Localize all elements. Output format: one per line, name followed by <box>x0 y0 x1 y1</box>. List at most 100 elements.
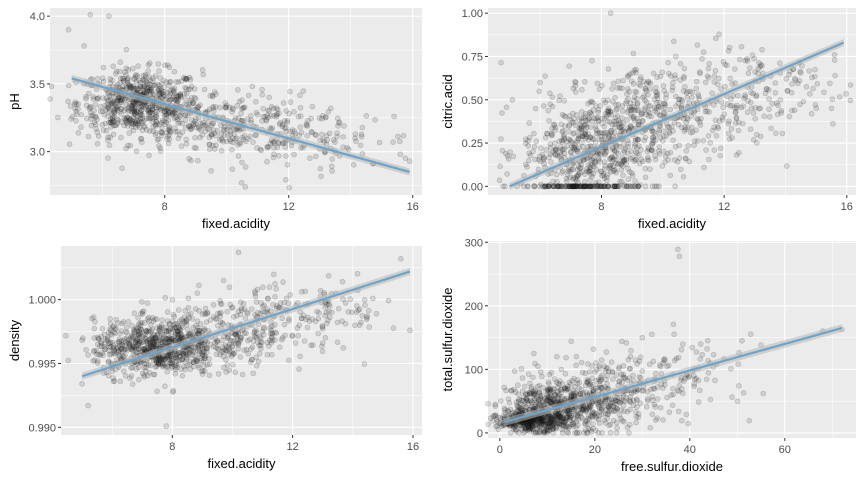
scatter-point <box>280 100 287 106</box>
scatter-point <box>118 99 125 106</box>
scatter-point <box>521 383 528 390</box>
scatter-point <box>537 79 543 86</box>
scatter-point <box>196 126 202 132</box>
scatter-point <box>325 273 332 279</box>
scatter-point <box>155 81 161 88</box>
scatter-point <box>99 122 106 128</box>
scatter-point <box>139 311 146 317</box>
scatter-point <box>116 108 123 115</box>
scatter-point <box>188 95 195 101</box>
scatter-point <box>128 346 135 353</box>
scatter-point <box>642 183 649 190</box>
scatter-point <box>127 82 133 88</box>
scatter-point <box>99 75 106 81</box>
scatter-point <box>195 157 201 164</box>
scatter-point <box>206 141 213 148</box>
scatter-point <box>256 333 263 340</box>
scatter-point <box>328 105 334 112</box>
scatter-point <box>651 96 658 103</box>
scatter-point <box>265 107 271 113</box>
scatter-point <box>601 159 608 165</box>
scatter-point <box>103 127 110 134</box>
scatter-point <box>797 68 803 75</box>
scatter-point <box>123 324 130 331</box>
scatter-point <box>736 383 742 389</box>
scatter-point <box>163 129 170 136</box>
scatter-point <box>229 109 235 115</box>
scatter-point <box>639 368 646 374</box>
scatter-point <box>215 345 221 352</box>
scatter-point <box>171 125 178 131</box>
scatter-point <box>631 158 638 164</box>
y-tick-label: 3.0 <box>30 147 45 159</box>
scatter-point <box>153 123 159 129</box>
scatter-point <box>657 363 664 370</box>
scatter-point <box>636 81 642 87</box>
scatter-point <box>613 430 620 436</box>
scatter-point <box>68 116 74 122</box>
scatter-point <box>568 338 575 345</box>
scatter-point <box>153 130 159 136</box>
scatter-point <box>558 121 565 128</box>
scatter-point <box>105 137 111 144</box>
scatter-point <box>190 359 197 366</box>
scatter-point <box>166 64 173 70</box>
scatter-point <box>284 117 291 124</box>
scatter-point <box>85 352 91 358</box>
scatter-point <box>245 92 252 99</box>
scatter-point <box>105 134 111 140</box>
scatter-point <box>718 99 725 105</box>
scatter-point <box>308 128 315 135</box>
scatter-point <box>105 98 112 104</box>
scatter-point <box>266 108 273 114</box>
scatter-point <box>234 102 241 109</box>
scatter-point <box>812 102 819 108</box>
scatter-point <box>326 314 333 321</box>
scatter-point <box>558 394 565 400</box>
scatter-point <box>186 74 193 81</box>
scatter-point <box>232 136 239 142</box>
scatter-point <box>191 94 198 101</box>
scatter-point <box>843 91 849 97</box>
scatter-point <box>81 43 87 49</box>
scatter-point <box>302 288 309 295</box>
scatter-point <box>608 129 614 136</box>
scatter-point <box>390 139 396 145</box>
scatter-point <box>194 290 201 296</box>
scatter-point <box>105 358 112 365</box>
scatter-point <box>525 371 532 378</box>
scatter-point <box>207 146 213 153</box>
scatter-point <box>548 415 555 421</box>
scatter-point <box>163 95 170 101</box>
scatter-point <box>183 77 190 83</box>
scatter-point <box>144 81 150 88</box>
y-tick-label: 0.50 <box>462 95 483 107</box>
scatter-point <box>157 148 164 154</box>
scatter-point <box>332 139 338 145</box>
scatter-point <box>648 331 655 338</box>
scatter-point <box>570 120 577 126</box>
scatter-point <box>117 68 123 75</box>
scatter-point <box>160 92 167 98</box>
scatter-point <box>675 96 682 103</box>
scatter-point <box>129 102 135 109</box>
scatter-point <box>239 97 245 103</box>
scatter-point <box>210 120 217 127</box>
scatter-point <box>110 378 117 385</box>
scatter-point <box>510 423 517 430</box>
scatter-point <box>133 117 140 123</box>
scatter-point <box>163 115 169 121</box>
scatter-point <box>172 114 179 120</box>
scatter-point <box>629 173 636 179</box>
scatter-point <box>92 101 99 108</box>
scatter-point <box>249 306 255 312</box>
scatter-point <box>721 111 728 117</box>
scatter-point <box>514 408 520 414</box>
scatter-point <box>200 71 206 78</box>
scatter-point <box>161 118 168 125</box>
scatter-point <box>162 62 168 69</box>
scatter-point <box>168 96 174 103</box>
scatter-point <box>155 136 162 142</box>
scatter-point <box>120 78 127 84</box>
scatter-point <box>125 142 131 149</box>
